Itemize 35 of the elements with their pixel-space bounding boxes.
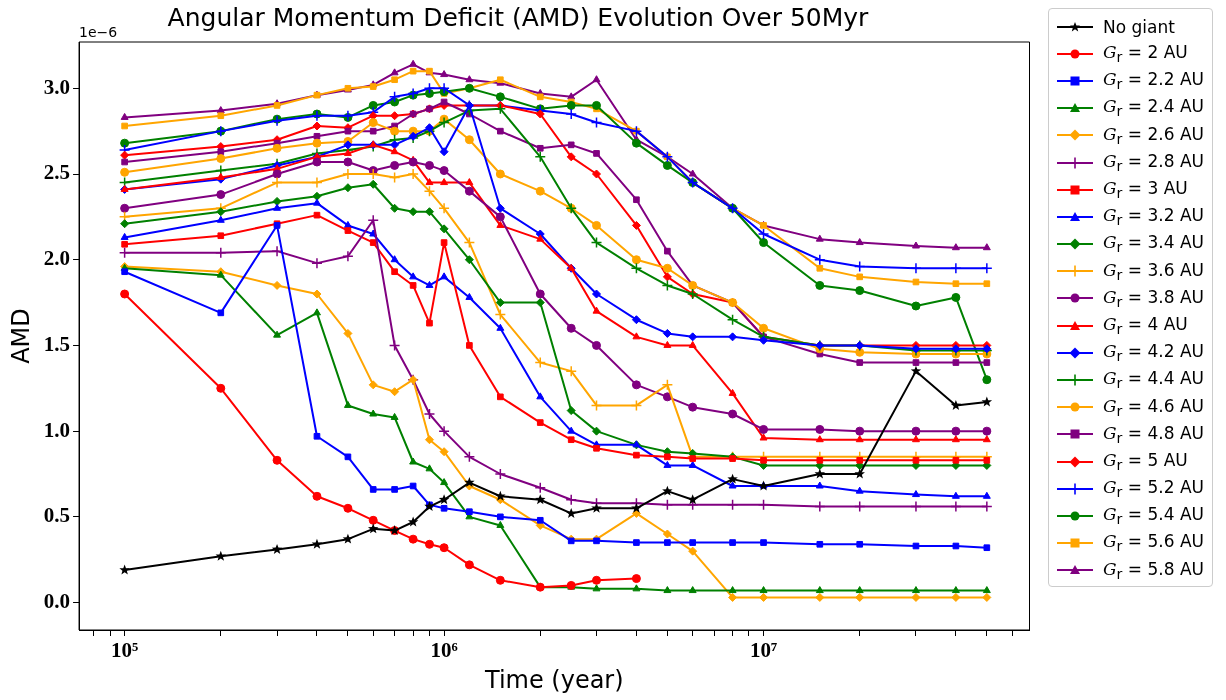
legend-label: G$_{r}$ = 3.4 AU xyxy=(1103,232,1204,256)
y-tick-label: 0.5 xyxy=(43,503,71,528)
legend-label: G$_{r}$ = 2 AU xyxy=(1103,42,1188,66)
x-axis-title: Time (year) xyxy=(483,665,624,694)
legend-label: G$_{r}$ = 5 AU xyxy=(1103,449,1188,474)
legend-label: G$_{r}$ = 2.8 AU xyxy=(1103,150,1204,175)
legend-label: G$_{r}$ = 2.2 AU xyxy=(1103,69,1204,93)
chart-title: Angular Momentum Deficit (AMD) Evolution Over 50Myr xyxy=(167,2,870,32)
legend-label: G$_{r}$ = 3.6 AU xyxy=(1103,259,1204,283)
legend-label: No giant xyxy=(1103,16,1175,37)
x-tick-label: 10⁵ xyxy=(110,638,139,663)
x-tick-label: 10⁷ xyxy=(749,638,778,663)
legend-label: G$_{r}$ = 4 AU xyxy=(1103,313,1188,338)
legend-label: G$_{r}$ = 3.8 AU xyxy=(1103,286,1204,311)
y-tick-label: 1.5 xyxy=(43,331,71,356)
legend-label: G$_{r}$ = 5.6 AU xyxy=(1103,531,1204,555)
y-tick-label: 3.0 xyxy=(43,74,71,99)
legend-label: G$_{r}$ = 2.4 AU xyxy=(1103,96,1204,120)
legend-label: G$_{r}$ = 4.2 AU xyxy=(1103,341,1204,365)
legend-label: G$_{r}$ = 5.4 AU xyxy=(1103,504,1204,528)
legend-label: G$_{r}$ = 2.6 AU xyxy=(1103,123,1204,148)
legend-label: G$_{r}$ = 3 AU xyxy=(1103,178,1188,202)
legend-label: G$_{r}$ = 5.8 AU xyxy=(1103,558,1204,583)
legend-label: G$_{r}$ = 3.2 AU xyxy=(1103,205,1204,229)
legend-label: G$_{r}$ = 4.6 AU xyxy=(1103,395,1204,419)
y-tick-label: 0.0 xyxy=(43,588,71,613)
y-tick-label: 2.0 xyxy=(43,246,71,271)
legend-label: G$_{r}$ = 5.2 AU xyxy=(1103,477,1204,501)
legend-label: G$_{r}$ = 4.4 AU xyxy=(1103,368,1204,392)
x-tick-label: 10⁶ xyxy=(430,638,458,663)
y-axis-title: AMD xyxy=(6,308,35,364)
text: 1e−6 xyxy=(79,23,118,40)
y-tick-label: 2.5 xyxy=(43,160,71,185)
y-tick-label: 1.0 xyxy=(43,417,71,442)
legend-label: G$_{r}$ = 4.8 AU xyxy=(1103,422,1204,447)
